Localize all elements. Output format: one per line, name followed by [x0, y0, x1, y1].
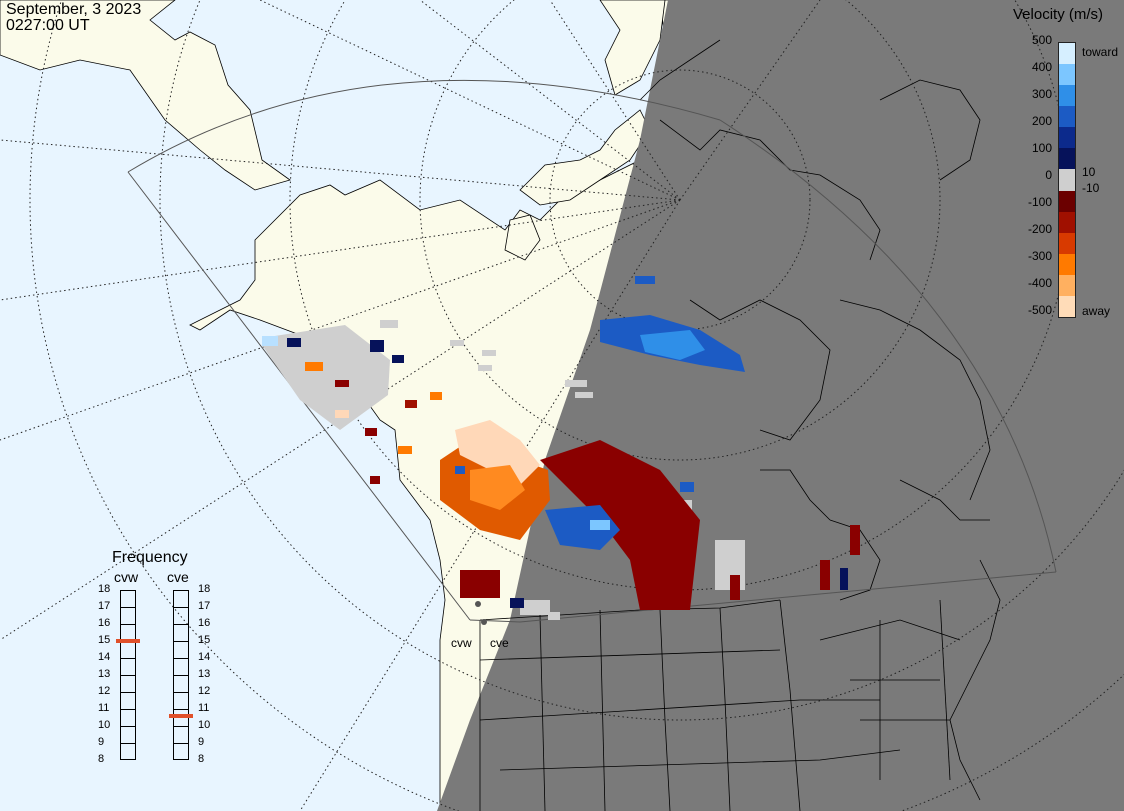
gauge-gridline [121, 692, 135, 693]
colorbar-segment [1059, 64, 1075, 86]
colorbar-segment [1059, 43, 1075, 65]
freq-label-cve: cve [167, 569, 189, 585]
toward-label: toward [1082, 45, 1119, 59]
colorbar-tick: -300 [1027, 249, 1052, 263]
gauge-gridline [174, 709, 188, 710]
gauge-gridline [174, 743, 188, 744]
colorbar-segment [1059, 106, 1075, 128]
frequency-tick: 11 [198, 702, 210, 714]
frequency-tick: 10 [198, 719, 211, 731]
colorbar-segment [1059, 211, 1075, 234]
gauge-gridline [121, 675, 135, 676]
radar-site-cvw [475, 601, 481, 607]
land-greenland-tip [599, 0, 666, 96]
gauge-gridline [121, 709, 135, 710]
gauge-gridline [174, 607, 188, 608]
colorbar-tick: 0 [1045, 168, 1052, 182]
velocity-away [305, 362, 860, 610]
gauge-gridline [174, 624, 188, 625]
gauge-gridline [174, 658, 188, 659]
colorbar-tick: 400 [1031, 60, 1052, 74]
frequency-tick: 16 [98, 617, 111, 629]
colorbar-segment [1059, 274, 1075, 297]
gauge-gridline [174, 726, 188, 727]
radar-label-cvw: cvw [451, 636, 472, 650]
frequency-title: Frequency [112, 549, 188, 566]
frequency-tick: 10 [98, 719, 111, 731]
colorbar-tick: 10 [1082, 165, 1096, 179]
frequency-gauge-cve [173, 590, 189, 760]
colorbar-tick: 200 [1031, 114, 1052, 128]
colorbar-segment [1059, 295, 1075, 318]
frequency-tick: 18 [98, 583, 111, 595]
colorbar-segment [1059, 232, 1075, 255]
gauge-gridline [174, 675, 188, 676]
gauge-gridline [121, 743, 135, 744]
colorbar-tick: -400 [1027, 276, 1052, 290]
political-boundaries [479, 599, 961, 811]
colorbar-segment [1059, 190, 1075, 213]
frequency-tick: 15 [98, 634, 111, 646]
gauge-gridline [121, 624, 135, 625]
land-siberia [0, 0, 291, 191]
colorbar-tick: 300 [1031, 87, 1052, 101]
frequency-marker-cvw [116, 639, 140, 643]
frequency-tick: 13 [98, 668, 111, 680]
colorbar-tick: -100 [1027, 195, 1052, 209]
frequency-marker-cve [169, 713, 193, 718]
frequency-tick: 15 [198, 634, 211, 646]
colorbar-segment [1059, 127, 1075, 149]
frequency-tick: 17 [198, 600, 211, 612]
away-label: away [1082, 304, 1111, 318]
gauge-gridline [174, 692, 188, 693]
frequency-tick: 9 [198, 736, 205, 748]
frequency-tick: 9 [98, 736, 105, 748]
frequency-tick: 14 [98, 651, 111, 663]
colorbar-segment [1059, 169, 1075, 192]
frequency-tick: 13 [198, 668, 211, 680]
radar-site-cve [481, 619, 487, 625]
colorbar-tick: -500 [1027, 303, 1052, 317]
radar-label-cve: cve [490, 636, 509, 650]
velocity-toward [262, 276, 848, 608]
frequency-tick: 12 [98, 685, 111, 697]
frequency-tick: 16 [198, 617, 211, 629]
frequency-tick: 11 [98, 702, 110, 714]
colorbar-segment [1059, 253, 1075, 276]
colorbar-tick: -10 [1082, 181, 1100, 195]
gauge-gridline [121, 726, 135, 727]
colorbar-segment [1059, 85, 1075, 107]
frequency-tick: 18 [198, 583, 211, 595]
colorbar-tick: 100 [1031, 141, 1052, 155]
gauge-gridline [121, 607, 135, 608]
colorbar-title: Velocity (m/s) [1013, 6, 1104, 23]
velocity-colorbar [1058, 42, 1076, 318]
night-region [437, 0, 1124, 811]
gauge-gridline [121, 658, 135, 659]
frequency-tick: 14 [198, 651, 211, 663]
colorbar-segment [1059, 148, 1075, 170]
frequency-tick: 8 [98, 753, 105, 765]
time-label: 0227:00 UT [6, 17, 90, 34]
colorbar-tick: 500 [1031, 33, 1052, 47]
frequency-tick: 17 [98, 600, 111, 612]
frequency-gauge-cvw [120, 590, 136, 760]
freq-label-cvw: cvw [114, 569, 139, 585]
colorbar-tick: -200 [1027, 222, 1052, 236]
frequency-tick: 12 [198, 685, 211, 697]
date-label: September, 3 2023 [6, 1, 142, 18]
gauge-gridline [174, 641, 188, 642]
land-banks-island [504, 214, 541, 261]
frequency-tick: 8 [198, 753, 205, 765]
